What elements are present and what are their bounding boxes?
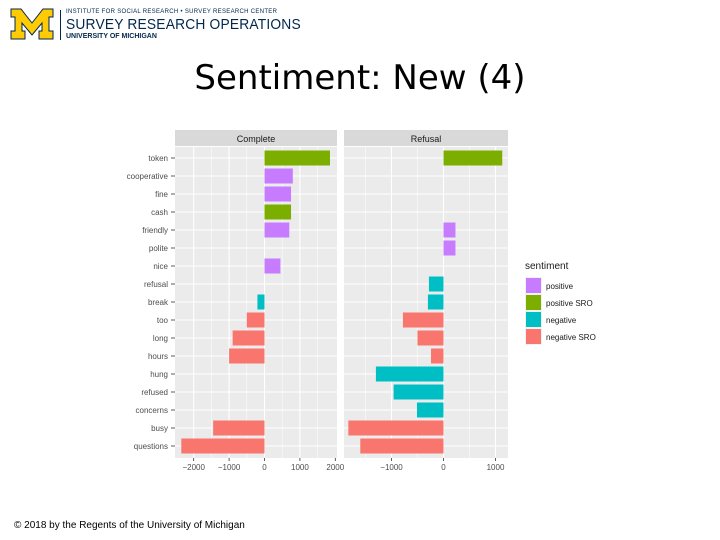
org-main-line: SURVEY RESEARCH OPERATIONS (66, 16, 301, 33)
org-sub-line: UNIVERSITY OF MICHIGAN (66, 33, 157, 40)
header: INSTITUTE FOR SOCIAL RESEARCH • SURVEY R… (0, 0, 720, 48)
y-tick-label-polite: polite (149, 244, 169, 253)
x-tick-label-complete: 0 (262, 463, 267, 472)
y-tick-label-token: token (148, 154, 168, 163)
y-tick-label-concerns: concerns (136, 406, 168, 415)
bar-refusal-busy (348, 420, 444, 436)
org-top-line: INSTITUTE FOR SOCIAL RESEARCH • SURVEY R… (66, 9, 278, 15)
bar-complete-friendly (264, 222, 290, 238)
bar-refusal-refusal (428, 276, 444, 292)
legend-label-positive: positive (546, 282, 574, 291)
y-tick-label-hours: hours (148, 352, 168, 361)
facet-strip-refusal (344, 130, 508, 146)
facet-label-complete: Complete (237, 134, 276, 144)
y-tick-label-nice: nice (153, 262, 168, 271)
x-tick-label-complete: 2000 (326, 463, 344, 472)
bar-refusal-break (427, 294, 444, 310)
bar-refusal-polite (443, 240, 456, 256)
university-m-logo (10, 8, 54, 40)
y-tick-label-cash: cash (151, 208, 168, 217)
bar-refusal-friendly (443, 222, 456, 238)
bar-refusal-token (443, 150, 503, 166)
legend-label-negative: negative (546, 316, 577, 325)
copyright-footer: © 2018 by the Regents of the University … (14, 520, 245, 531)
bar-refusal-concerns (416, 402, 444, 418)
bar-complete-token (264, 150, 330, 166)
y-tick-label-hung: hung (150, 370, 168, 379)
y-tick-label-break: break (148, 298, 169, 307)
bar-complete-cooperative (264, 168, 293, 184)
bar-refusal-refused (393, 384, 444, 400)
legend-swatch-negative-SRO (526, 329, 541, 344)
legend-title: sentiment (525, 261, 569, 272)
legend-swatch-positive-SRO (526, 295, 541, 310)
y-tick-label-refused: refused (141, 388, 168, 397)
y-tick-label-too: too (157, 316, 169, 325)
y-tick-label-fine: fine (155, 190, 168, 199)
y-tick-label-busy: busy (151, 424, 168, 433)
x-tick-label-refusal: 0 (441, 463, 446, 472)
bar-refusal-long (417, 330, 444, 346)
bar-complete-questions (181, 438, 265, 454)
bar-complete-fine (264, 186, 292, 202)
bar-complete-busy (213, 420, 265, 436)
legend-label-negative-SRO: negative SRO (546, 333, 596, 342)
x-tick-label-refusal: 1000 (487, 463, 505, 472)
bar-complete-break (257, 294, 265, 310)
bar-complete-long (232, 330, 265, 346)
x-tick-label-complete: −1000 (218, 463, 241, 472)
bar-refusal-hung (375, 366, 444, 382)
y-tick-label-questions: questions (134, 442, 168, 451)
bar-refusal-too (402, 312, 444, 328)
legend-swatch-negative (526, 312, 541, 327)
bar-complete-hours (229, 348, 265, 364)
facet-strip-complete (175, 130, 337, 146)
bar-complete-cash (264, 204, 292, 220)
y-tick-label-friendly: friendly (142, 226, 168, 235)
y-tick-label-long: long (153, 334, 168, 343)
y-tick-label-refusal: refusal (144, 280, 168, 289)
logo-divider (60, 10, 61, 40)
facet-label-refusal: Refusal (411, 134, 442, 144)
bar-complete-nice (264, 258, 281, 274)
x-tick-label-refusal: −1000 (380, 463, 403, 472)
x-tick-label-complete: 1000 (291, 463, 309, 472)
legend-swatch-positive (526, 278, 541, 293)
bar-refusal-hours (431, 348, 444, 364)
bar-complete-too (246, 312, 265, 328)
legend-label-positive-SRO: positive SRO (546, 299, 593, 308)
slide-title: Sentiment: New (4) (194, 58, 526, 98)
bar-refusal-questions (360, 438, 444, 454)
y-tick-label-cooperative: cooperative (127, 172, 169, 181)
x-tick-label-complete: −2000 (182, 463, 205, 472)
